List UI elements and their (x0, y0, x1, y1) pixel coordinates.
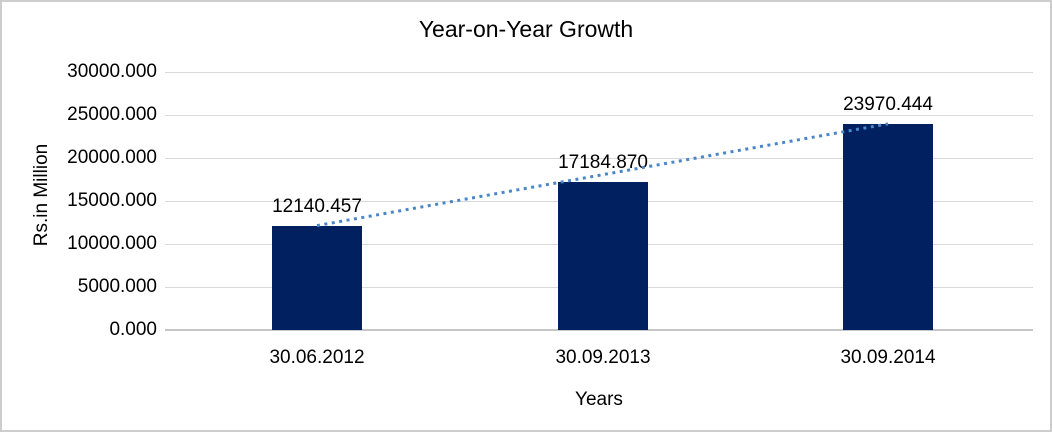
x-axis-line (165, 329, 1033, 331)
y-tick-label: 25000.000 (67, 104, 157, 125)
bar-value-label: 12140.457 (272, 195, 362, 217)
y-tick-label: 10000.000 (67, 233, 157, 254)
y-gridline (165, 114, 1033, 116)
bar-value-label: 23970.444 (843, 93, 933, 115)
bar (558, 182, 648, 330)
bar (843, 123, 933, 330)
y-tick-label: 30000.000 (67, 61, 157, 82)
bar-value-label: 17184.870 (558, 152, 648, 174)
y-tick-label: 15000.000 (67, 190, 157, 211)
bar (272, 225, 362, 330)
x-tick-label: 30.09.2014 (840, 347, 936, 368)
y-tick-label: 5000.000 (77, 276, 157, 297)
x-axis-title: Years (575, 389, 623, 410)
y-gridline (165, 71, 1033, 73)
y-tick-label: 20000.000 (67, 147, 157, 168)
chart-title: Year-on-Year Growth (418, 16, 634, 42)
y-tick-label: 0.000 (109, 319, 157, 340)
x-tick-label: 30.09.2013 (555, 347, 651, 368)
x-tick-label: 30.06.2012 (269, 347, 365, 368)
